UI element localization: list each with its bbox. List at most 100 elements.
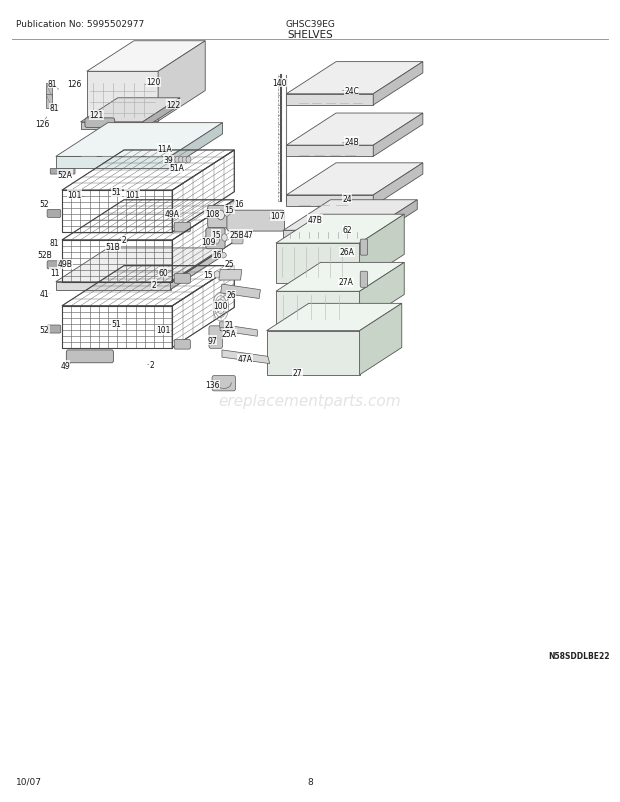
Polygon shape (283, 231, 370, 241)
Text: N58SDDLBE22: N58SDDLBE22 (549, 651, 610, 660)
Text: 27: 27 (293, 368, 303, 378)
Text: 51A: 51A (169, 164, 184, 173)
Text: 39: 39 (164, 156, 174, 165)
Text: 41: 41 (40, 290, 50, 299)
FancyBboxPatch shape (47, 210, 61, 218)
Polygon shape (267, 304, 402, 331)
Circle shape (175, 157, 180, 164)
Text: 27A: 27A (339, 277, 353, 287)
Text: 100: 100 (213, 302, 228, 311)
Text: 15: 15 (203, 270, 213, 280)
Polygon shape (286, 114, 423, 146)
Text: 62: 62 (342, 225, 352, 235)
Polygon shape (360, 304, 402, 375)
Text: 51: 51 (112, 188, 122, 197)
Text: 2: 2 (149, 360, 154, 370)
Polygon shape (170, 249, 223, 290)
Text: 51B: 51B (105, 242, 120, 252)
Text: 47A: 47A (237, 354, 252, 364)
Text: 11: 11 (50, 268, 60, 277)
Text: SHELVES: SHELVES (287, 30, 333, 39)
Text: 16: 16 (212, 250, 222, 260)
Text: 15: 15 (211, 230, 221, 240)
Polygon shape (373, 63, 423, 106)
Text: 107: 107 (270, 212, 285, 221)
Text: 97: 97 (207, 336, 217, 346)
Polygon shape (56, 157, 170, 168)
Bar (46, 83, 52, 98)
Polygon shape (81, 123, 143, 130)
Polygon shape (360, 215, 404, 284)
Text: 81: 81 (50, 238, 60, 248)
Text: 126: 126 (35, 119, 50, 129)
Polygon shape (283, 200, 417, 231)
Text: 122: 122 (167, 100, 180, 110)
Text: 52A: 52A (58, 170, 73, 180)
FancyBboxPatch shape (212, 376, 236, 391)
FancyBboxPatch shape (206, 229, 225, 249)
FancyBboxPatch shape (232, 233, 243, 245)
Text: 26: 26 (226, 290, 236, 300)
Text: 16: 16 (234, 200, 244, 209)
Polygon shape (286, 63, 423, 95)
Polygon shape (373, 114, 423, 157)
Polygon shape (222, 350, 270, 364)
Polygon shape (267, 331, 360, 375)
Text: 101: 101 (156, 326, 171, 335)
FancyBboxPatch shape (219, 322, 232, 328)
Polygon shape (143, 99, 180, 130)
Text: 25A: 25A (222, 330, 237, 339)
Text: 52: 52 (40, 200, 50, 209)
FancyBboxPatch shape (208, 206, 229, 229)
Text: 49B: 49B (58, 260, 73, 269)
Text: 47B: 47B (308, 215, 322, 225)
FancyBboxPatch shape (360, 272, 368, 288)
FancyBboxPatch shape (174, 274, 190, 284)
Text: 49A: 49A (164, 209, 179, 219)
Circle shape (215, 271, 219, 279)
Circle shape (179, 157, 184, 164)
Polygon shape (220, 325, 257, 337)
Text: 25: 25 (224, 260, 234, 269)
Text: 2: 2 (122, 236, 126, 245)
Polygon shape (360, 263, 404, 324)
Text: 21: 21 (224, 320, 234, 330)
FancyBboxPatch shape (174, 340, 190, 350)
Polygon shape (87, 72, 158, 122)
Text: 60: 60 (158, 268, 168, 277)
FancyBboxPatch shape (227, 211, 285, 232)
Circle shape (171, 157, 176, 164)
Ellipse shape (230, 202, 236, 209)
Text: 140: 140 (272, 79, 286, 88)
Text: 25B: 25B (229, 230, 244, 240)
Polygon shape (56, 249, 223, 282)
Circle shape (182, 157, 187, 164)
FancyBboxPatch shape (66, 350, 113, 363)
Polygon shape (276, 244, 360, 284)
Polygon shape (219, 270, 242, 281)
Text: 26A: 26A (340, 248, 355, 257)
Circle shape (186, 157, 191, 164)
Text: 47: 47 (243, 230, 253, 240)
Polygon shape (286, 95, 373, 106)
Text: 51: 51 (112, 319, 122, 329)
Text: 2: 2 (151, 280, 156, 290)
Text: 81: 81 (50, 103, 60, 113)
Polygon shape (276, 215, 404, 244)
Text: 8: 8 (307, 777, 313, 786)
Text: 121: 121 (89, 111, 103, 120)
Polygon shape (158, 42, 205, 122)
Text: 52B: 52B (37, 250, 52, 260)
FancyBboxPatch shape (85, 119, 115, 128)
Text: 108: 108 (205, 209, 219, 219)
Text: 101: 101 (125, 190, 140, 200)
Text: ereplacementparts.com: ereplacementparts.com (219, 394, 401, 408)
Polygon shape (276, 292, 360, 324)
Circle shape (217, 211, 224, 221)
Text: 24B: 24B (344, 137, 359, 147)
Circle shape (224, 209, 229, 217)
Polygon shape (56, 124, 223, 157)
Text: Publication No: 5995502977: Publication No: 5995502977 (16, 20, 144, 29)
Polygon shape (81, 99, 180, 123)
Text: GHSC39EG: GHSC39EG (285, 20, 335, 29)
